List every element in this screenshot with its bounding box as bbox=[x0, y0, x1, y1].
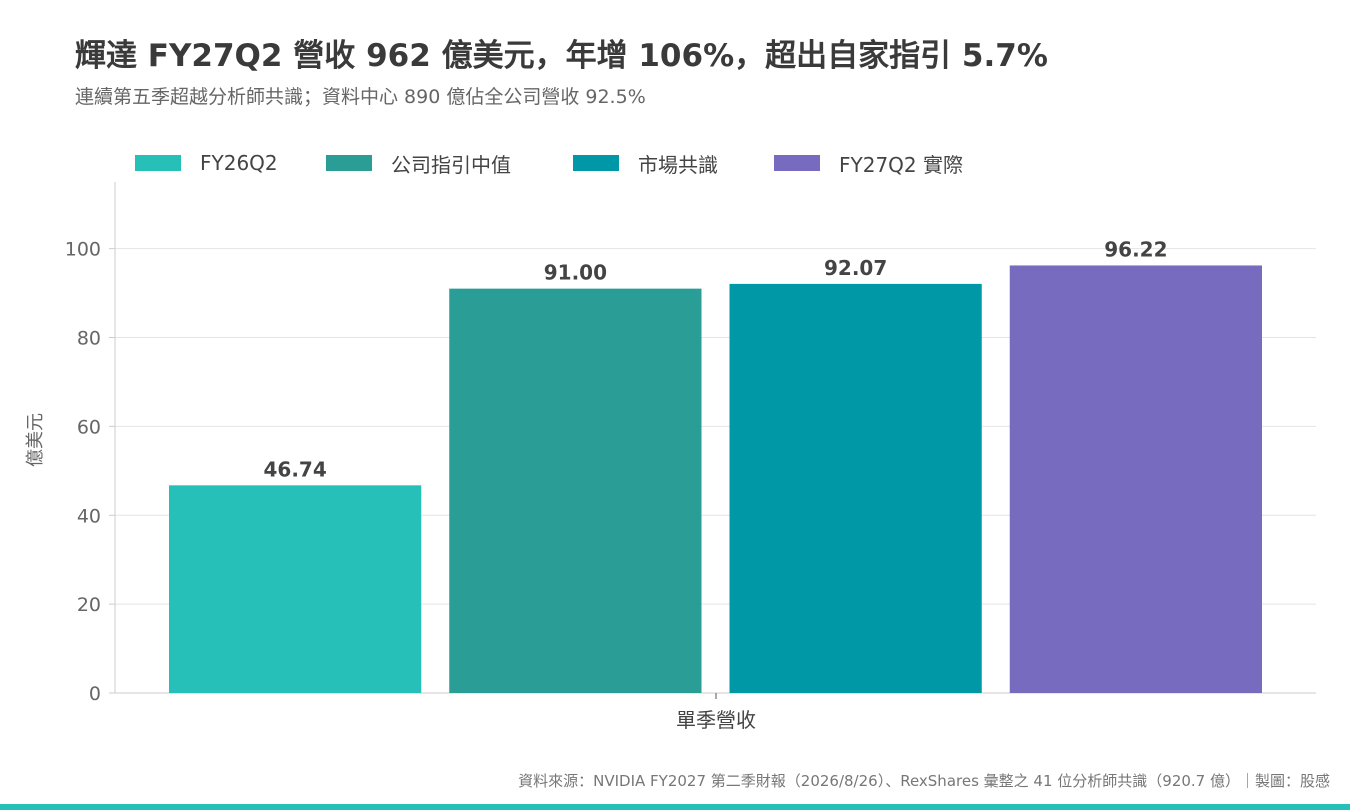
bar-1 bbox=[449, 288, 702, 693]
chart-title: 輝達 FY27Q2 營收 962 億美元，年增 106%，超出自家指引 5.7% bbox=[75, 38, 1048, 74]
legend-item-fy27q2: FY27Q2 實際 bbox=[774, 148, 963, 178]
y-tick-label-80: 80 bbox=[77, 328, 101, 350]
legend-label-fy27q2: FY27Q2 實際 bbox=[839, 152, 963, 177]
y-tick-label-100: 100 bbox=[65, 239, 101, 261]
source-note: 資料來源：NVIDIA FY2027 第二季財報（2026/8/26）、RexS… bbox=[518, 772, 1330, 790]
bottom-accent-bar bbox=[0, 804, 1350, 810]
legend-item-fy26q2: FY26Q2 bbox=[135, 148, 278, 178]
y-tick-label-20: 20 bbox=[77, 594, 101, 616]
legend-swatch-guidance bbox=[326, 155, 372, 171]
legend-swatch-fy26q2 bbox=[135, 155, 181, 171]
y-axis-label: 億美元 bbox=[25, 413, 46, 467]
bar-value-label-0: 46.74 bbox=[263, 457, 326, 481]
bar-value-label-1: 91.00 bbox=[544, 261, 607, 285]
legend-item-consensus: 市場共識 bbox=[573, 148, 718, 178]
legend-label-consensus: 市場共識 bbox=[638, 152, 718, 177]
legend-swatch-fy27q2 bbox=[774, 155, 820, 171]
bar-2 bbox=[729, 283, 982, 693]
bar-3 bbox=[1009, 265, 1262, 693]
legend-label-fy26q2: FY26Q2 bbox=[200, 151, 278, 175]
x-category-label: 單季營收 bbox=[676, 708, 756, 732]
legend-swatch-consensus bbox=[573, 155, 619, 171]
bar-value-label-2: 92.07 bbox=[824, 256, 887, 280]
legend-item-guidance: 公司指引中值 bbox=[326, 148, 511, 178]
y-tick-label-0: 0 bbox=[89, 683, 101, 705]
legend-label-guidance: 公司指引中值 bbox=[391, 152, 511, 177]
y-tick-label-60: 60 bbox=[77, 416, 101, 438]
y-tick-label-40: 40 bbox=[77, 505, 101, 527]
bar-0 bbox=[169, 485, 422, 693]
chart-subtitle: 連續第五季超越分析師共識；資料中心 890 億佔全公司營收 92.5% bbox=[75, 86, 646, 108]
bar-value-label-3: 96.22 bbox=[1104, 237, 1167, 261]
